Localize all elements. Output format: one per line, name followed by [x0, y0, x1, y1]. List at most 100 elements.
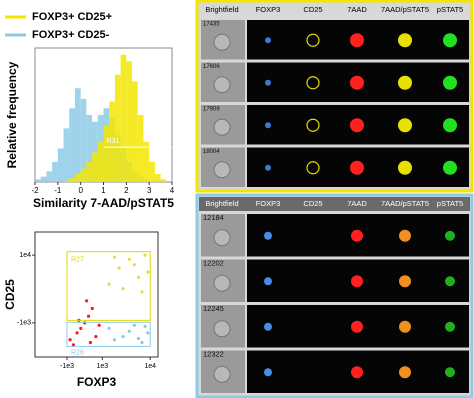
scatter-point — [136, 275, 141, 279]
cell-image — [443, 118, 457, 133]
scatter-point — [140, 290, 144, 294]
row-id: 12184 — [203, 213, 224, 222]
histogram-bar — [137, 115, 144, 182]
x-tick-label: -1 — [54, 186, 62, 195]
histogram-bar — [46, 171, 53, 182]
histogram-bar — [74, 88, 81, 182]
cell-image — [445, 230, 455, 241]
cell-image — [264, 368, 272, 377]
scatter-point — [107, 326, 111, 330]
column-header: CD25 — [303, 5, 322, 14]
scatter-point — [127, 329, 131, 333]
histogram-bar — [40, 176, 47, 182]
cell-image — [265, 79, 271, 86]
histogram-bar — [149, 161, 155, 182]
column-header: pSTAT5 — [437, 199, 463, 208]
scatter-point — [136, 336, 141, 341]
cell-image — [306, 118, 320, 132]
histogram-bar — [86, 161, 93, 182]
cell-image — [445, 321, 455, 332]
cell-image — [399, 320, 411, 333]
x-tick-label: 0 — [78, 186, 83, 195]
gate-label: R26 — [71, 349, 84, 356]
gate-label: R31 — [107, 138, 120, 145]
scatter-point — [140, 340, 144, 345]
cell-image — [351, 320, 363, 333]
scatter-point — [107, 282, 111, 286]
column-header: pSTAT5 — [437, 5, 463, 14]
scatter-point — [146, 331, 150, 335]
scatter-point — [112, 338, 117, 342]
header-band — [199, 197, 470, 211]
histogram-bar — [92, 152, 98, 182]
cell-image — [443, 75, 457, 90]
scatter-point — [68, 338, 72, 342]
y-axis-label: Relative frequency — [5, 61, 19, 168]
histogram-bar — [114, 74, 121, 182]
scatter-point — [94, 334, 98, 339]
x-tick-label: 1 — [101, 186, 106, 195]
cell-image — [445, 276, 455, 287]
legend-label: FOXP3+ CD25+ — [32, 11, 112, 23]
scatter-point — [112, 255, 117, 259]
cell-image — [306, 33, 320, 47]
row-id: 17435 — [203, 22, 220, 28]
histogram-bar — [69, 108, 75, 182]
x-tick-label: 4 — [170, 186, 175, 195]
cell-image — [264, 231, 272, 240]
x-tick-label: -1e3 — [60, 363, 74, 370]
column-header: 7AAD/pSTAT5 — [381, 199, 429, 208]
scatter-point — [117, 266, 121, 270]
y-axis-label: CD25 — [3, 279, 17, 310]
brightfield-cell — [213, 118, 231, 136]
cell-image — [350, 75, 364, 90]
scatter-point — [121, 287, 125, 291]
histogram-bar — [52, 161, 58, 182]
histogram-bar — [143, 141, 150, 182]
histogram-bar — [120, 54, 127, 183]
cell-image — [264, 322, 272, 331]
histogram-bar — [86, 115, 93, 182]
cell-image — [398, 33, 412, 48]
brightfield-cell — [213, 76, 231, 94]
scatter-point — [71, 343, 76, 347]
cell-image — [443, 33, 457, 48]
brightfield-cell — [213, 274, 231, 292]
scatter-point — [83, 321, 87, 325]
x-tick-label: -2 — [31, 186, 39, 195]
scatter-point — [88, 340, 93, 345]
y-tick-label: 1e4 — [19, 252, 31, 259]
scatter-point — [85, 299, 89, 303]
histogram-bar — [80, 168, 87, 182]
column-header: 7AAD/pSTAT5 — [381, 5, 429, 14]
cell-image — [351, 366, 363, 379]
gate-label: R27 — [71, 257, 84, 264]
cell-image — [350, 33, 364, 48]
cell-image — [443, 160, 457, 175]
cell-image — [351, 229, 363, 242]
column-header: FOXP3 — [256, 5, 281, 14]
histogram-bar — [126, 61, 133, 182]
cell-image — [306, 76, 320, 90]
row-id: 17606 — [203, 64, 220, 70]
cell-image — [399, 229, 411, 242]
cell-image — [398, 75, 412, 90]
histogram-bar — [160, 179, 167, 182]
cell-image — [350, 118, 364, 133]
histogram-bar — [69, 177, 75, 182]
x-tick-label: 3 — [147, 186, 152, 195]
histogram-bar — [109, 101, 115, 182]
scatter-point — [132, 323, 136, 327]
scatter-point — [132, 263, 136, 267]
histogram-bar — [97, 141, 104, 182]
cell-image — [399, 275, 411, 288]
cell-image — [264, 277, 272, 286]
scatter-point — [127, 257, 131, 261]
scatter-point — [143, 324, 147, 328]
histogram-bar — [80, 98, 87, 182]
column-header: CD25 — [303, 199, 322, 208]
scatter-point — [97, 323, 101, 327]
column-header: Brightfield — [205, 5, 238, 14]
scatter-point — [90, 306, 94, 311]
